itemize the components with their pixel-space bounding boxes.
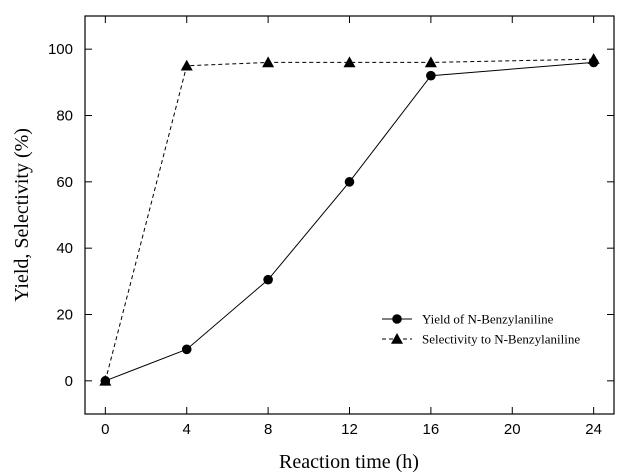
- ticks: 0 4 8 12 16 20 24 0 20 40 60 80 100: [48, 16, 614, 438]
- x-tick-label-4: 4: [183, 421, 191, 438]
- y-tick-label-40: 40: [56, 240, 73, 257]
- data-point-0-2: [263, 274, 273, 285]
- y-tick-label-80: 80: [56, 108, 73, 125]
- data-point-0-1: [181, 344, 192, 355]
- y-tick-label-0: 0: [65, 373, 73, 390]
- x-tick-label-0: 0: [101, 421, 109, 438]
- data-point-1-2: [262, 56, 275, 68]
- x-tick-label-24: 24: [585, 421, 602, 438]
- plot-frame: [84, 15, 615, 415]
- legend-label-1: Selectivity to N-Benzylaniline: [422, 332, 580, 347]
- data-point-1-5: [343, 56, 356, 68]
- legend-marker-1: [391, 333, 403, 344]
- series-line-0: [105, 61, 594, 382]
- y-axis-label: Yield, Selectivity (%): [11, 128, 33, 302]
- data-point-1-1: [180, 59, 193, 71]
- legend-label-0: Yield of N-Benzylaniline: [422, 312, 554, 327]
- series-line-1: [104, 58, 594, 381]
- series-lines: [104, 58, 594, 382]
- data-point-0-3: [344, 177, 355, 187]
- x-tick-label-16: 16: [423, 421, 440, 438]
- data-point-1-4: [587, 53, 600, 64]
- x-axis-label: Reaction time (h): [279, 451, 419, 473]
- legend-marker-0: [392, 314, 402, 324]
- y-tick-label-100: 100: [48, 41, 73, 58]
- x-tick-label-20: 20: [504, 421, 521, 438]
- markers: [99, 53, 600, 386]
- x-tick-label-12: 12: [341, 421, 358, 438]
- y-tick-label-20: 20: [56, 307, 73, 324]
- data-point-1-3: [424, 56, 437, 68]
- data-point-1-0: [99, 374, 112, 386]
- x-tick-label-8: 8: [264, 421, 272, 438]
- y-tick-label-60: 60: [56, 174, 73, 191]
- legend: Yield of N-Benzylaniline Selectivity to N…: [382, 312, 580, 347]
- data-point-0-4: [426, 70, 436, 81]
